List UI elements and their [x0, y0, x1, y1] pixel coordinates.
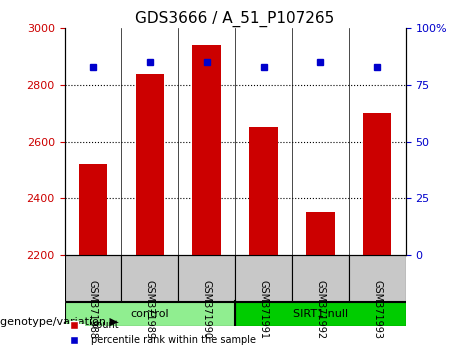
- FancyBboxPatch shape: [349, 255, 406, 301]
- Bar: [249, 127, 278, 255]
- Text: GSM371992: GSM371992: [315, 280, 325, 339]
- Text: control: control: [130, 309, 169, 319]
- Text: GSM371993: GSM371993: [372, 280, 382, 339]
- Text: GSM371990: GSM371990: [201, 280, 212, 339]
- Bar: [136, 74, 164, 255]
- FancyBboxPatch shape: [178, 255, 235, 301]
- Text: genotype/variation ▶: genotype/variation ▶: [0, 317, 118, 327]
- FancyBboxPatch shape: [121, 255, 178, 301]
- Title: GDS3666 / A_51_P107265: GDS3666 / A_51_P107265: [136, 11, 335, 27]
- Text: SIRT1 null: SIRT1 null: [293, 309, 348, 319]
- Bar: [79, 164, 107, 255]
- FancyBboxPatch shape: [235, 255, 292, 301]
- FancyBboxPatch shape: [65, 302, 235, 326]
- Legend: count, percentile rank within the sample: count, percentile rank within the sample: [60, 316, 260, 349]
- Text: GSM371989: GSM371989: [145, 280, 155, 339]
- FancyBboxPatch shape: [65, 255, 121, 301]
- Bar: [363, 113, 391, 255]
- Text: GSM371988: GSM371988: [88, 280, 98, 339]
- Text: GSM371991: GSM371991: [259, 280, 269, 339]
- FancyBboxPatch shape: [292, 255, 349, 301]
- Bar: [193, 45, 221, 255]
- FancyBboxPatch shape: [235, 302, 406, 326]
- Bar: [306, 212, 335, 255]
